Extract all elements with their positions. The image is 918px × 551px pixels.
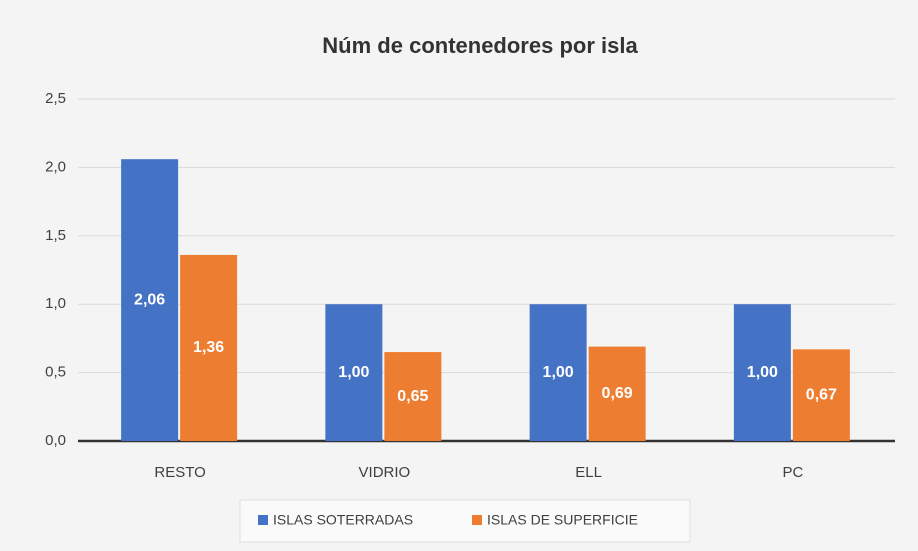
value-label: 1,00 — [338, 364, 369, 381]
value-label: 1,00 — [747, 364, 778, 381]
y-tick-label: 1,0 — [45, 295, 66, 312]
value-label: 0,65 — [397, 388, 428, 405]
bar — [121, 159, 179, 441]
y-tick-label: 2,5 — [45, 90, 66, 107]
bar — [180, 254, 238, 441]
bar — [529, 304, 587, 441]
value-label: 0,67 — [806, 386, 837, 403]
value-label: 2,06 — [134, 291, 165, 308]
value-label: 1,00 — [543, 364, 574, 381]
x-tick-label: RESTO — [154, 464, 205, 481]
bar — [792, 349, 850, 441]
y-tick-label: 0,5 — [45, 364, 66, 381]
bar — [325, 304, 383, 441]
x-tick-label: VIDRIO — [359, 464, 411, 481]
legend-box — [239, 499, 691, 543]
legend-label: ISLAS SOTERRADAS — [273, 512, 413, 528]
bar — [588, 346, 646, 441]
legend-swatch — [258, 515, 268, 525]
legend-swatch — [472, 515, 482, 525]
x-tick-label: PC — [782, 464, 803, 481]
bar — [733, 304, 791, 441]
x-tick-label: ELL — [575, 464, 602, 481]
chart-title: Núm de contenedores por isla — [322, 33, 638, 58]
value-label: 1,36 — [193, 339, 224, 356]
y-tick-label: 1,5 — [45, 227, 66, 244]
y-tick-label: 2,0 — [45, 158, 66, 175]
value-label: 0,69 — [602, 385, 633, 402]
bar — [384, 352, 442, 441]
legend-label: ISLAS DE SUPERFICIE — [487, 512, 638, 528]
y-tick-label: 0,0 — [45, 432, 66, 449]
